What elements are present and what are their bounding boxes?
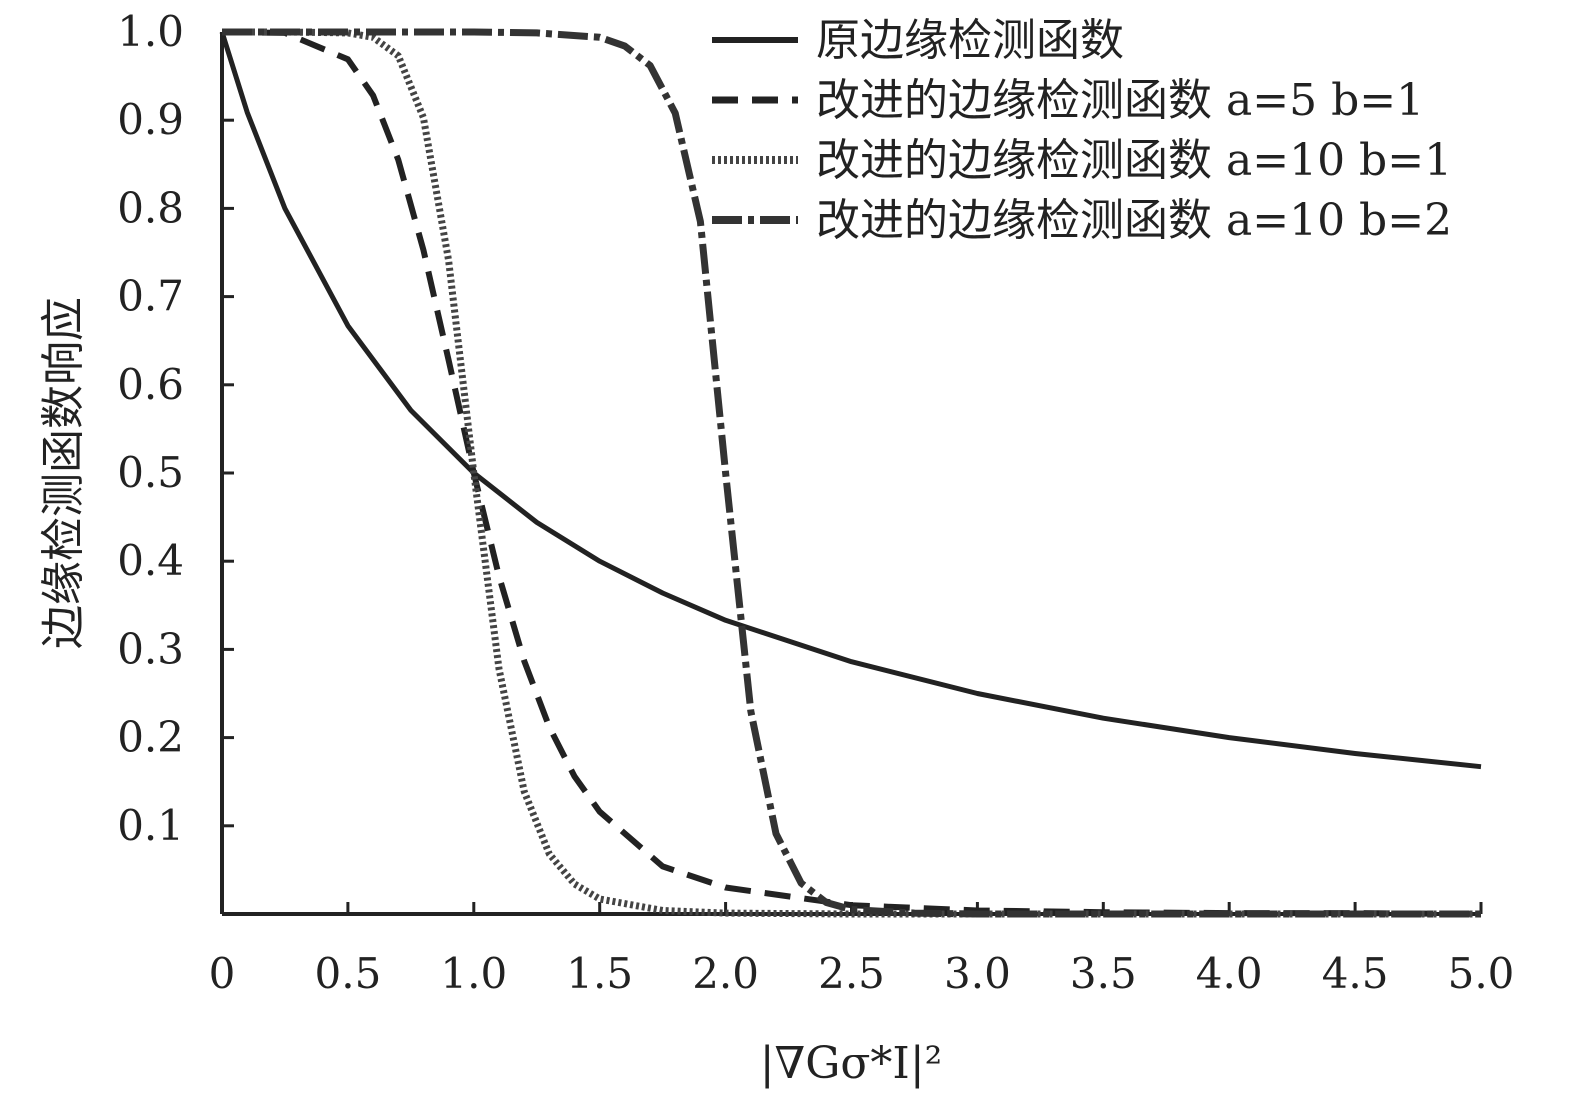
y-tick-label: 0.4 <box>117 536 184 585</box>
series-line-1 <box>219 31 1482 770</box>
legend-label-4: 改进的边缘检测函数 a=10 b=2 <box>816 195 1452 246</box>
x-tick-label: 2.0 <box>692 949 759 998</box>
x-tick-label: 4.5 <box>1322 949 1389 998</box>
y-tick-label: 1.0 <box>117 7 184 56</box>
x-tick-label: 3.0 <box>944 949 1011 998</box>
x-tick-label: 4.0 <box>1196 949 1263 998</box>
y-tick-label: 0.6 <box>117 360 184 409</box>
x-tick-label: 5.0 <box>1448 949 1515 998</box>
x-tick-label: 3.5 <box>1070 949 1137 998</box>
series-line-4 <box>222 28 1481 918</box>
x-tick-label: 1.5 <box>566 949 633 998</box>
y-tick-label: 0.2 <box>117 713 184 762</box>
y-axis-label: 边缘检测函数响应 <box>38 297 89 649</box>
y-tick-label: 0.7 <box>117 272 184 321</box>
x-axis-label: |∇Gσ*I|² <box>760 1038 943 1089</box>
y-tick-label: 0.5 <box>117 448 184 497</box>
y-tick-label: 0.9 <box>117 95 184 144</box>
series-layer <box>219 28 1482 918</box>
x-tick-label: 0.5 <box>315 949 382 998</box>
x-tick-label: 0 <box>209 949 236 998</box>
y-tick-label: 0.8 <box>117 183 184 232</box>
y-tick-label: 0.3 <box>117 624 184 673</box>
tick-labels: 0 0.5 1.0 1.5 2.0 2.5 3.0 3.5 4.0 4.5 5.0 0.1 0.2 0.3… <box>117 7 1514 998</box>
legend-label-3: 改进的边缘检测函数 a=10 b=1 <box>816 135 1452 186</box>
x-tick-label: 2.5 <box>818 949 885 998</box>
y-tick-label: 0.1 <box>117 801 184 850</box>
series-line-3 <box>222 28 1481 918</box>
legend-label-1: 原边缘检测函数 <box>816 15 1124 66</box>
legend-label-2: 改进的边缘检测函数 a=5 b=1 <box>816 75 1424 126</box>
x-tick-label: 1.0 <box>440 949 507 998</box>
